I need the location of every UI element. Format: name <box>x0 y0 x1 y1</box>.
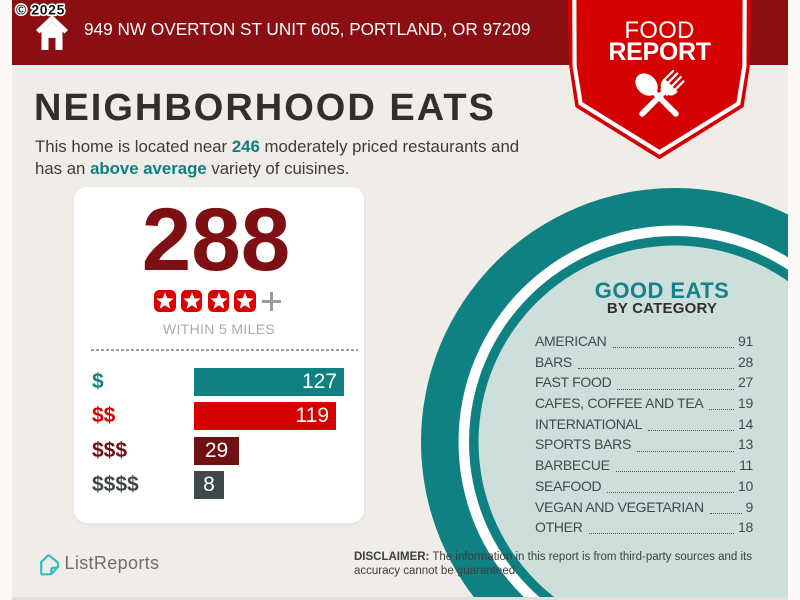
svg-text:© 2025: © 2025 <box>16 2 65 18</box>
